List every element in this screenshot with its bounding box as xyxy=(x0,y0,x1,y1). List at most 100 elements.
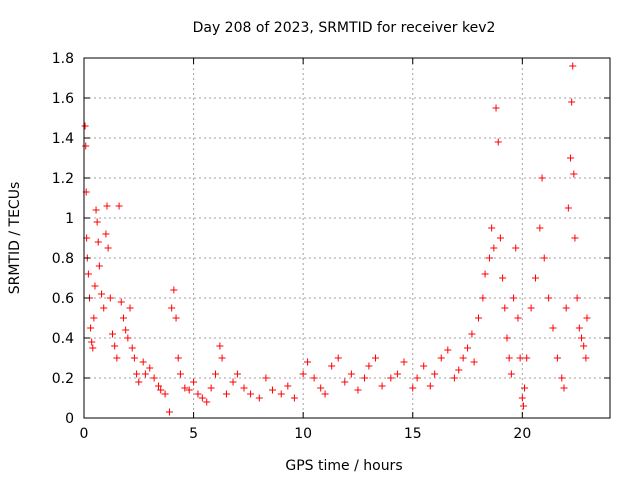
data-point xyxy=(106,294,114,302)
data-point xyxy=(540,254,548,262)
data-point xyxy=(194,390,202,398)
data-point xyxy=(190,378,198,386)
chart-title: Day 208 of 2023, SRMTID for receiver kev… xyxy=(193,20,496,36)
plot-frame xyxy=(83,57,611,419)
data-point xyxy=(157,386,165,394)
data-point xyxy=(185,386,193,394)
data-point xyxy=(575,324,583,332)
data-point xyxy=(95,262,103,270)
x-tick-label: 15 xyxy=(404,426,422,442)
x-tick-label: 5 xyxy=(189,426,198,442)
data-point xyxy=(284,382,292,390)
data-point xyxy=(262,374,270,382)
data-point xyxy=(549,324,557,332)
data-point xyxy=(117,298,125,306)
data-point xyxy=(516,354,524,362)
data-point xyxy=(115,202,123,210)
data-point xyxy=(229,378,237,386)
data-point xyxy=(569,62,577,70)
data-point xyxy=(450,374,458,382)
data-point xyxy=(582,354,590,362)
data-point xyxy=(560,384,568,392)
data-point xyxy=(371,354,379,362)
data-point xyxy=(503,334,511,342)
data-point xyxy=(176,370,184,378)
data-point xyxy=(558,374,566,382)
data-point xyxy=(170,286,178,294)
data-point xyxy=(583,314,591,322)
data-point xyxy=(527,304,535,312)
data-point xyxy=(212,370,219,378)
data-point xyxy=(580,342,588,350)
data-point xyxy=(492,104,500,112)
data-point xyxy=(100,304,108,312)
data-point xyxy=(222,390,230,398)
data-point xyxy=(578,334,586,342)
data-point xyxy=(553,354,561,362)
data-point xyxy=(479,294,487,302)
data-point xyxy=(568,98,576,106)
data-point xyxy=(198,394,206,402)
data-point xyxy=(413,374,421,382)
data-point xyxy=(420,362,428,370)
y-tick-label: 1.6 xyxy=(52,91,74,107)
data-point xyxy=(490,244,498,252)
data-point xyxy=(150,374,158,382)
data-point xyxy=(431,370,439,378)
data-point xyxy=(347,370,355,378)
data-point xyxy=(475,314,482,322)
y-axis-label: SRMTID / TECUs xyxy=(7,182,23,295)
data-point xyxy=(84,270,92,278)
data-point xyxy=(90,314,98,322)
data-point xyxy=(571,234,579,242)
y-tick-label: 0.6 xyxy=(52,291,74,307)
axis-ticks xyxy=(83,57,610,419)
data-point xyxy=(122,326,130,334)
data-point xyxy=(468,330,476,338)
data-point xyxy=(82,142,90,150)
data-point xyxy=(161,390,169,398)
data-point xyxy=(470,358,478,366)
data-point xyxy=(501,304,509,312)
data-point xyxy=(570,170,578,178)
data-point xyxy=(165,408,173,416)
data-point xyxy=(233,370,241,378)
data-point xyxy=(130,354,138,362)
data-point xyxy=(89,344,97,352)
data-point xyxy=(505,354,513,362)
data-point xyxy=(328,362,336,370)
data-point xyxy=(485,254,493,262)
tick-labels: 0 5 10 15 20 0 0.2 0.4 0.6 0.8 1 1.2 1.4 1.6 1.8 xyxy=(52,51,532,442)
data-point xyxy=(93,218,101,226)
data-point xyxy=(538,174,546,182)
data-point xyxy=(562,304,570,312)
data-point xyxy=(203,398,211,406)
data-point xyxy=(216,342,224,350)
y-tick-label: 1.8 xyxy=(52,51,74,67)
data-point xyxy=(488,224,496,232)
data-point xyxy=(168,304,176,312)
data-point xyxy=(496,234,504,242)
data-point xyxy=(113,354,121,362)
data-point xyxy=(207,384,215,392)
data-point xyxy=(88,338,96,346)
data-point xyxy=(304,358,312,366)
x-tick-label: 0 xyxy=(80,426,89,442)
data-point xyxy=(174,354,182,362)
data-point xyxy=(573,294,581,302)
data-point xyxy=(268,386,276,394)
data-point xyxy=(128,344,136,352)
data-point xyxy=(124,334,132,342)
data-point xyxy=(321,390,329,398)
data-point xyxy=(102,230,110,238)
y-tick-label: 1.2 xyxy=(52,171,74,187)
data-points xyxy=(81,62,591,416)
y-tick-label: 0.2 xyxy=(52,371,74,387)
data-point xyxy=(455,366,463,374)
data-point xyxy=(459,354,467,362)
y-tick-label: 1.4 xyxy=(52,131,74,147)
data-point xyxy=(240,384,248,392)
data-point xyxy=(139,358,147,366)
y-tick-label: 1 xyxy=(65,211,74,227)
y-tick-label: 0.4 xyxy=(52,331,74,347)
